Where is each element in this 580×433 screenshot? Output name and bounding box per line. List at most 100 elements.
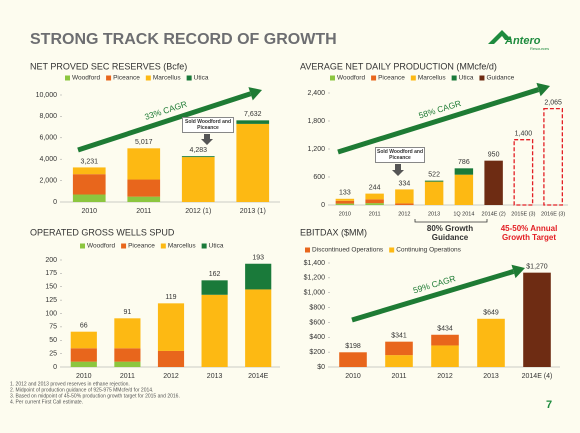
bar-segment: [424, 181, 444, 205]
legend-swatch: [371, 75, 377, 81]
x-tick-label: 2011: [391, 373, 406, 380]
bar-segment: [181, 156, 215, 158]
total-label: 4,283: [189, 147, 207, 154]
legend-swatch: [330, 75, 335, 81]
x-tick-label: 2013: [428, 211, 440, 217]
guidance-note: 80% Growth Guidance: [426, 224, 474, 242]
bar-segment: [395, 203, 414, 205]
target-note: 45-50% Annual Growth Target: [500, 224, 558, 242]
bar-segment: [431, 334, 459, 346]
legend-swatch: [451, 75, 457, 81]
total-label: 2,065: [544, 99, 562, 106]
y-tick-label: $400: [309, 334, 325, 341]
legend-label: Utica: [459, 75, 474, 82]
total-label: 91: [124, 309, 132, 316]
sold-arrow: [392, 164, 404, 176]
page-number: 7: [546, 399, 552, 411]
bar-segment: [484, 160, 503, 205]
bracket: [414, 219, 488, 223]
bar-segment: [70, 331, 97, 349]
x-tick-label: 2013: [207, 373, 223, 380]
y-tick-label: $1,200: [304, 275, 326, 282]
x-tick-label: 2011: [120, 373, 135, 380]
legend-label: Discontinued Operations: [312, 247, 384, 254]
total-label: 1,400: [515, 131, 533, 138]
bar-segment: [395, 189, 414, 204]
x-tick-label: 2014E: [248, 373, 269, 380]
total-label: 5,017: [135, 139, 153, 146]
x-tick-label: 2010: [339, 211, 351, 217]
x-tick-label: 2013 (1): [240, 208, 266, 215]
x-tick-label: 2013: [483, 373, 499, 380]
cagr-arrowhead: [248, 87, 262, 101]
bar-segment: [431, 345, 459, 367]
x-tick-label: 2010: [81, 208, 97, 215]
total-label: 244: [369, 184, 381, 191]
legend-swatch: [305, 247, 310, 253]
legend-label: Marcellus: [168, 243, 197, 250]
x-tick-label: 2010: [76, 373, 92, 380]
y-tick-label: 4,000: [39, 156, 57, 163]
legend-label: Woodford: [87, 243, 115, 250]
y-tick-label: $1,400: [304, 260, 326, 267]
total-label: $649: [483, 310, 499, 317]
total-label: $198: [345, 343, 361, 350]
x-tick-label: 2014E (2): [482, 211, 506, 217]
y-tick-label: $800: [309, 304, 325, 311]
y-tick-label: 50: [49, 337, 57, 344]
chart-title: OPERATED GROSS WELLS SPUD: [30, 227, 175, 237]
y-tick-label: 6,000: [39, 135, 57, 142]
legend-swatch: [145, 75, 151, 81]
total-label: 162: [209, 271, 221, 278]
bar-segment: [454, 174, 474, 205]
x-tick-label: 2014E (4): [522, 373, 553, 380]
bar-segment: [424, 180, 444, 182]
chart-title: AVERAGE NET DAILY PRODUCTION (MMcfe/d): [300, 61, 497, 71]
y-tick-label: 2,000: [39, 177, 57, 184]
legend-swatch: [479, 75, 485, 81]
legend-label: Utica: [194, 75, 209, 82]
x-tick-label: 2015E (3): [511, 211, 535, 217]
bar-segment: [70, 348, 97, 362]
bar-segment: [201, 294, 228, 367]
legend-swatch: [65, 75, 70, 81]
y-tick-label: 1,200: [307, 146, 325, 153]
total-label: 66: [80, 323, 88, 330]
bar-segment: [114, 318, 141, 349]
logo-icon: [488, 30, 512, 44]
x-tick-label: 2012: [163, 373, 179, 380]
bar-segment: [127, 196, 161, 202]
total-label: $341: [391, 333, 407, 340]
y-tick-label: 10,000: [36, 92, 58, 99]
y-tick-label: 125: [45, 297, 57, 304]
legend-label: Utica: [209, 243, 224, 250]
footnote: 1. 2012 and 2013 proved reserves in etha…: [10, 381, 130, 387]
footnote: 4. Per current First Call estimate.: [10, 399, 83, 405]
y-tick-label: 0: [53, 199, 57, 206]
total-label: $434: [437, 326, 453, 333]
legend-swatch: [121, 243, 127, 249]
bar-segment: [236, 120, 270, 124]
y-tick-label: $200: [309, 349, 325, 356]
legend-swatch: [389, 247, 395, 253]
bar-segment: [127, 179, 161, 197]
x-tick-label: 2012: [437, 373, 453, 380]
footnote: 3. Based on midpoint of 45-50% productio…: [10, 393, 180, 399]
legend-label: Guidance: [486, 75, 514, 82]
y-tick-label: 75: [49, 324, 57, 331]
y-tick-label: 0: [53, 364, 57, 371]
legend-swatch: [80, 243, 85, 249]
y-tick-label: $1,000: [304, 290, 326, 297]
y-tick-label: 25: [49, 350, 57, 357]
bar-segment: [335, 198, 355, 201]
bar-segment: [70, 361, 97, 367]
legend-label: Piceance: [113, 75, 140, 82]
bar-segment: [201, 280, 228, 295]
legend-label: Woodford: [337, 75, 365, 82]
total-label: 522: [428, 171, 440, 178]
slide-title: STRONG TRACK RECORD OF GROWTH: [30, 31, 337, 48]
bar-segment: [72, 194, 106, 202]
bar-segment: [157, 350, 185, 367]
legend-swatch: [106, 75, 112, 81]
bar-segment: [339, 352, 367, 367]
